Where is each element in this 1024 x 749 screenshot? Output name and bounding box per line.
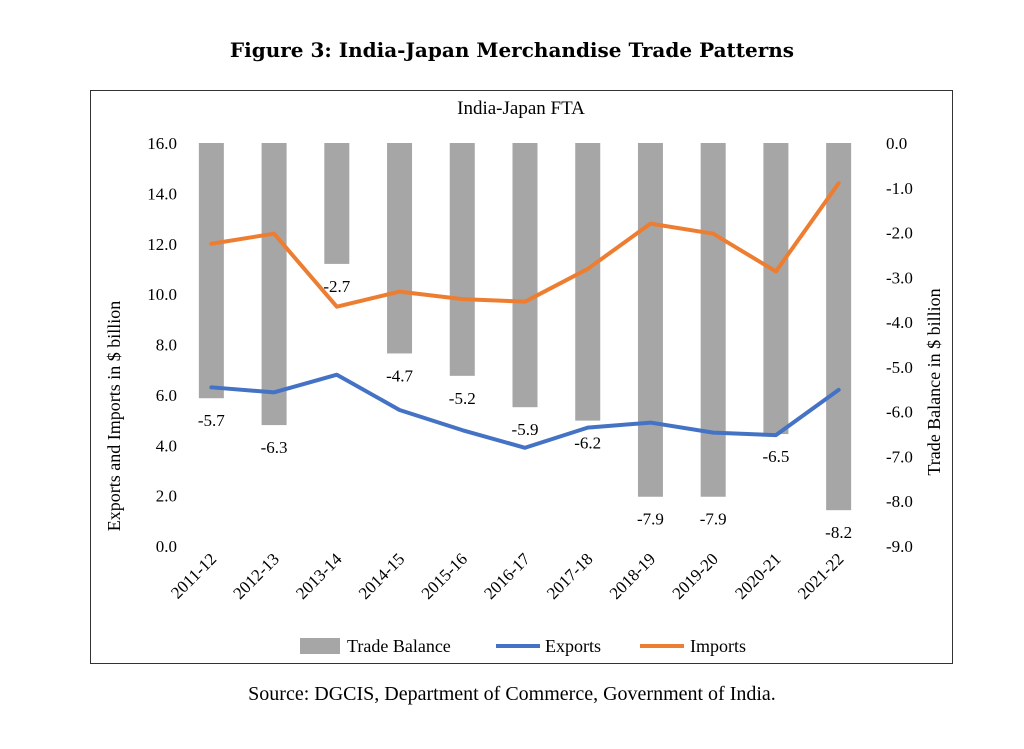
trade-balance-bar — [261, 143, 287, 426]
trade-balance-bar — [449, 143, 475, 376]
y-tick-right: -7.0 — [886, 447, 913, 466]
bar-data-label: -7.9 — [700, 510, 727, 529]
legend-label-exports: Exports — [545, 636, 601, 656]
y-axis-left-ticks: 16.0 14.0 12.0 10.0 8.0 6.0 4.0 2.0 0.0 — [147, 134, 177, 556]
y-tick-right: -2.0 — [886, 224, 913, 243]
bar-data-label: -5.7 — [198, 411, 225, 430]
trade-balance-bar — [324, 143, 350, 264]
trade-balance-bar — [763, 143, 789, 435]
x-tick-label: 2015-16 — [418, 549, 472, 603]
trade-balance-bar — [826, 143, 852, 511]
y-tick-left: 4.0 — [156, 436, 177, 455]
x-tick-label: 2017-18 — [543, 549, 597, 603]
figure-title: Figure 3: India-Japan Merchandise Trade … — [229, 38, 795, 62]
y-tick-left: 0.0 — [156, 537, 177, 556]
y-tick-right: -1.0 — [886, 179, 913, 198]
x-tick-label: 2016-17 — [480, 549, 534, 603]
x-tick-label: 2019-20 — [669, 549, 723, 603]
y-tick-left: 2.0 — [156, 487, 177, 506]
x-tick-label: 2014-15 — [355, 549, 409, 603]
bar-data-label: -6.5 — [762, 447, 789, 466]
legend-swatch-trade-balance — [300, 638, 340, 654]
trade-balance-bar — [700, 143, 726, 497]
x-axis-ticks: 2011-12 2012-13 2013-14 2014-15 2015-16 2016-… — [167, 549, 847, 603]
y-axis-title-right: Trade Balance in $ billion — [924, 288, 944, 475]
series-lines — [209, 181, 841, 450]
y-tick-left: 12.0 — [147, 235, 177, 254]
exports-line — [209, 372, 841, 450]
y-tick-right: -5.0 — [886, 358, 913, 377]
y-tick-right: -9.0 — [886, 537, 913, 556]
y-tick-right: -4.0 — [886, 313, 913, 332]
y-tick-left: 8.0 — [156, 336, 177, 355]
bar-data-label: -2.7 — [323, 277, 350, 296]
x-tick-label: 2018-19 — [606, 549, 660, 603]
y-tick-left: 10.0 — [147, 285, 177, 304]
y-tick-right: -3.0 — [886, 268, 913, 287]
source-note: Source: DGCIS, Department of Commerce, G… — [248, 683, 776, 705]
y-tick-left: 6.0 — [156, 386, 177, 405]
x-tick-label: 2021-22 — [794, 549, 848, 603]
trade-balance-bar — [198, 143, 224, 399]
trade-balance-bar — [637, 143, 663, 497]
y-tick-left: 14.0 — [147, 184, 177, 203]
bar-data-label: -7.9 — [637, 510, 664, 529]
trade-balance-bar — [575, 143, 601, 421]
x-tick-label: 2020-21 — [731, 549, 785, 603]
imports-line — [209, 181, 841, 309]
y-axis-title-left: Exports and Imports in $ billion — [104, 301, 124, 531]
y-tick-right: 0.0 — [886, 134, 907, 153]
trade-balance-bar — [387, 143, 413, 354]
legend: Trade Balance Exports Imports — [300, 636, 746, 656]
x-tick-label: 2012-13 — [229, 549, 283, 603]
bar-data-label: -6.2 — [574, 434, 601, 453]
bar-data-label: -8.2 — [825, 523, 852, 542]
bar-data-labels: -5.7 -6.3 -2.7 -4.7 -5.2 -5.9 -6.2 -7.9 -7.9 -6.5… — [198, 277, 852, 542]
y-tick-right: -6.0 — [886, 403, 913, 422]
legend-label-trade-balance: Trade Balance — [347, 636, 451, 656]
x-tick-label: 2011-12 — [167, 549, 220, 602]
bar-data-label: -4.7 — [386, 366, 413, 385]
trade-balance-bars — [198, 143, 852, 511]
trade-balance-bar — [512, 143, 538, 408]
bar-data-label: -6.3 — [261, 438, 288, 457]
chart-title: India-Japan FTA — [457, 98, 585, 119]
y-axis-right-ticks: 0.0 -1.0 -2.0 -3.0 -4.0 -5.0 -6.0 -7.0 -8.0 -9.0 — [886, 134, 913, 556]
y-tick-right: -8.0 — [886, 492, 913, 511]
x-tick-label: 2013-14 — [292, 549, 346, 603]
legend-label-imports: Imports — [690, 636, 746, 656]
chart-frame — [90, 90, 953, 664]
y-tick-left: 16.0 — [147, 134, 177, 153]
bar-data-label: -5.2 — [449, 389, 476, 408]
bar-data-label: -5.9 — [512, 420, 539, 439]
